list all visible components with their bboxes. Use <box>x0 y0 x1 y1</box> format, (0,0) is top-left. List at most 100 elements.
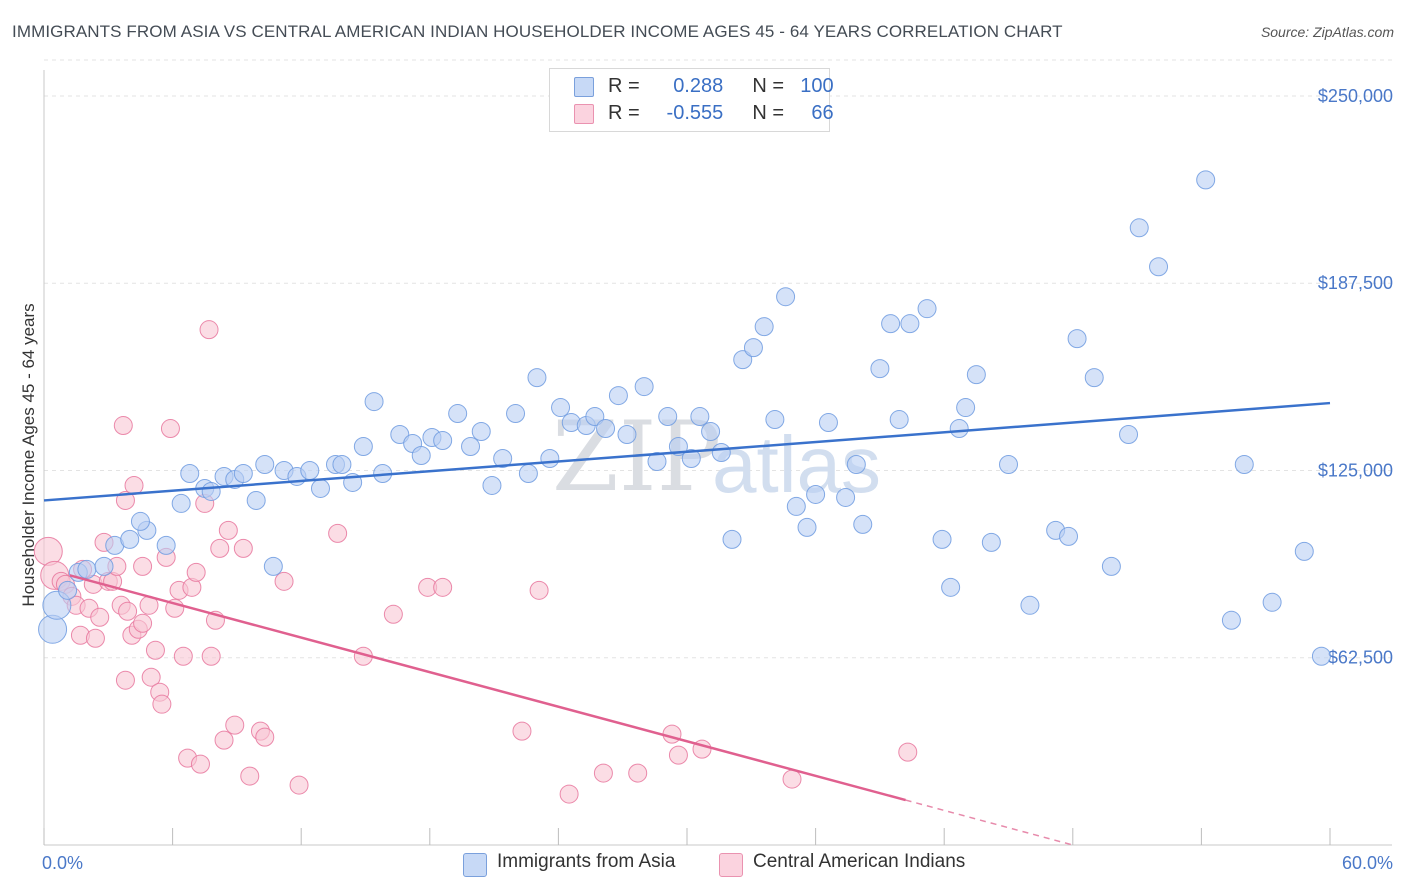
asia-point <box>846 454 866 474</box>
y-tick-label: $250,000 <box>1318 86 1393 106</box>
cai-point <box>90 607 110 627</box>
asia-point <box>836 487 856 507</box>
asia-point <box>806 484 826 504</box>
asia-point <box>966 365 986 385</box>
cai-point <box>152 694 172 714</box>
asia-point <box>77 559 97 579</box>
y-tick-label: $187,500 <box>1318 273 1393 293</box>
asia-point <box>353 437 373 457</box>
cai-point <box>529 580 549 600</box>
cai-point <box>190 754 210 774</box>
cai-point <box>186 562 206 582</box>
cai-point <box>173 646 193 666</box>
cai-point <box>255 727 275 747</box>
asia-point <box>1119 425 1139 445</box>
asia-point <box>690 407 710 427</box>
cai-point <box>201 646 221 666</box>
asia-point <box>1084 368 1104 388</box>
cai-point <box>233 538 253 558</box>
asia-point <box>180 463 200 483</box>
source-label: Source: ZipAtlas.com <box>1260 24 1394 40</box>
asia-point <box>58 580 78 600</box>
asia-point <box>263 556 283 576</box>
asia-point <box>981 532 1001 552</box>
asia-point <box>364 392 384 412</box>
cai-point <box>383 604 403 624</box>
asia-point <box>171 493 191 513</box>
cai-point <box>210 538 230 558</box>
series-central-american-indians <box>33 320 918 804</box>
asia-point <box>332 454 352 474</box>
asia-point <box>786 496 806 516</box>
correlation-legend: R = 0.288 N = 100 R = -0.555 N = 66 <box>549 68 834 132</box>
asia-point <box>1101 556 1121 576</box>
cai-point <box>33 536 63 566</box>
asia-point <box>1067 329 1087 349</box>
asia-point <box>797 517 817 537</box>
chart-title: IMMIGRANTS FROM ASIA VS CENTRAL AMERICAN… <box>12 22 1063 41</box>
legend-r-value: -0.555 <box>666 102 724 124</box>
asia-point <box>999 454 1018 474</box>
bottom-legend-swatch-asia <box>463 853 487 877</box>
series-immigrants-from-asia <box>38 170 1331 666</box>
asia-point <box>818 413 838 433</box>
asia-point <box>932 529 952 549</box>
cai-point <box>115 670 135 690</box>
cai-point <box>289 775 309 795</box>
asia-point <box>949 419 969 439</box>
cai-point <box>662 724 682 744</box>
asia-point <box>754 317 774 337</box>
asia-point <box>711 443 731 462</box>
asia-point <box>634 377 654 397</box>
asia-point <box>94 556 114 576</box>
asia-point <box>1294 541 1314 561</box>
y-tick-label: $62,500 <box>1328 648 1393 668</box>
trend-lines <box>43 401 1331 846</box>
asia-point <box>956 398 976 418</box>
cai-point <box>115 490 135 510</box>
cai-point <box>145 640 165 660</box>
cai-point <box>225 715 245 735</box>
asia-point <box>647 451 667 471</box>
asia-point <box>681 448 701 468</box>
cai-point <box>124 475 144 495</box>
cai-point <box>628 763 648 783</box>
asia-point <box>471 422 491 442</box>
legend-swatch-asia <box>574 77 594 97</box>
legend-n-value: 66 <box>811 102 834 124</box>
cai-trend-extension <box>905 799 1073 846</box>
cai-point <box>274 571 294 591</box>
asia-point <box>310 478 330 498</box>
asia-point <box>1221 610 1241 630</box>
asia-point <box>722 529 742 549</box>
cai-point <box>133 556 153 576</box>
asia-point <box>870 359 890 379</box>
asia-point <box>596 419 616 439</box>
legend-n-label: N = <box>752 102 785 124</box>
asia-trend-line <box>43 401 1331 502</box>
asia-point <box>551 398 571 418</box>
asia-point <box>506 404 526 424</box>
gridlines <box>44 59 1392 659</box>
asia-point <box>255 454 275 474</box>
asia-point <box>527 368 547 388</box>
legend-r-label: R = <box>608 102 640 124</box>
asia-point <box>411 445 431 465</box>
cai-point <box>85 628 105 648</box>
cai-point <box>433 577 453 597</box>
legend-n-label: N = <box>752 75 785 97</box>
cai-point <box>898 742 918 762</box>
legend-r-value: 0.288 <box>673 75 724 97</box>
y-axis-label: Householder Income Ages 45 - 64 years <box>19 303 38 606</box>
bottom-legend-label-cai: Central American Indians <box>753 851 966 872</box>
y-tick-labels: $62,500 $125,000 $187,500 $250,000 <box>1318 86 1393 668</box>
asia-point <box>658 407 678 427</box>
asia-point <box>585 407 605 427</box>
asia-point <box>130 511 150 531</box>
asia-point <box>889 410 909 430</box>
cai-point <box>593 763 613 783</box>
asia-point <box>765 410 785 430</box>
cai-point <box>199 320 219 340</box>
asia-point <box>233 463 253 483</box>
